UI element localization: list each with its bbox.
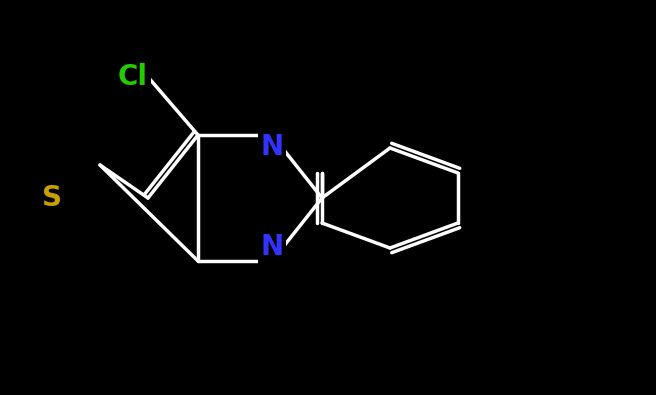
Text: Cl: Cl [118, 63, 148, 91]
Text: N: N [260, 133, 283, 161]
Text: S: S [42, 184, 62, 212]
Text: N: N [260, 233, 283, 261]
